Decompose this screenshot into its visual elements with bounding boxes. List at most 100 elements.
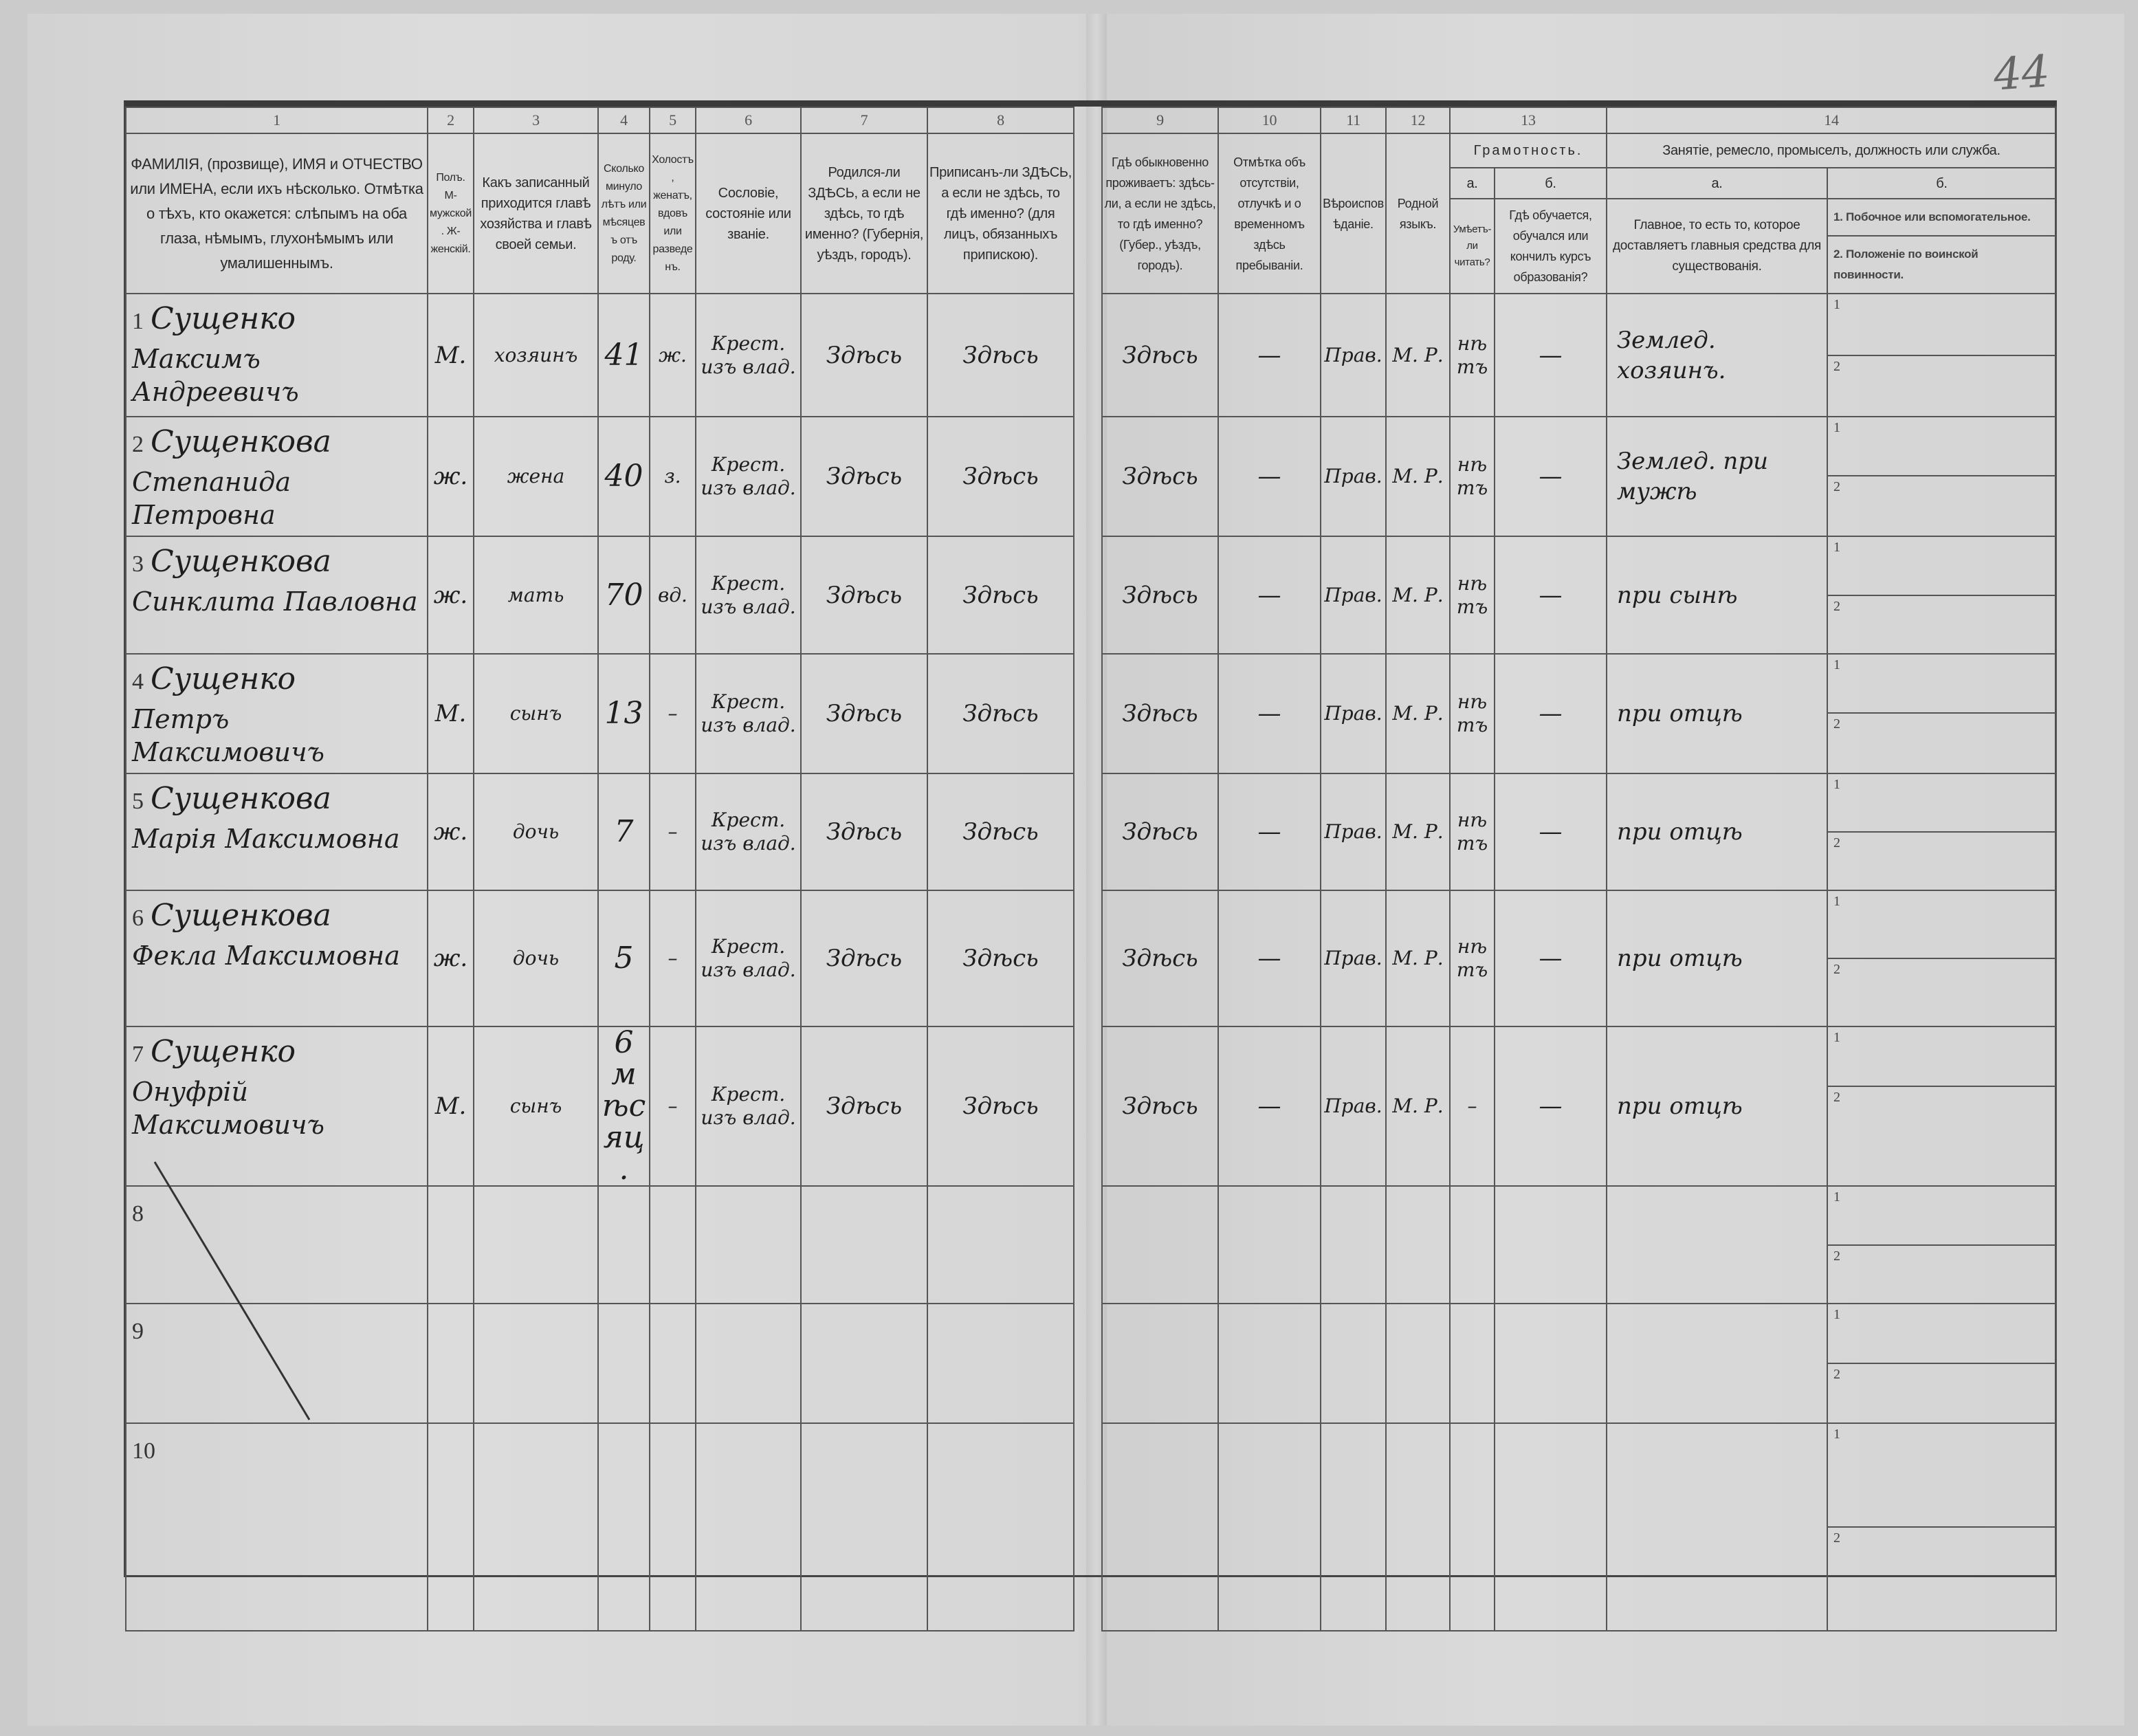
age-cell <box>597 1303 650 1424</box>
column-number-row: 1 2 3 4 5 6 7 8 9 10 11 12 13 14 <box>125 107 2057 294</box>
fold-gap <box>1073 1304 1103 1423</box>
occupation-cell: при отцѣ <box>1606 890 1828 1027</box>
sub-line-2: 2 <box>1829 1363 2055 1422</box>
name-cell: 6 Сущенкова Фекла Максимовна <box>125 890 428 1027</box>
birthplace-cell <box>800 1303 928 1424</box>
header-education: Гдѣ обучается, обучался или кончилъ курс… <box>1494 198 1607 294</box>
religion-cell: Прав. <box>1320 1026 1387 1187</box>
absence-cell: — <box>1217 293 1321 417</box>
estate-cell: Крест. изъ влад. <box>695 653 802 774</box>
header-occupation: Занятіе, ремесло, промыселъ, должность и… <box>1606 133 2057 168</box>
education-cell <box>1494 1422 1607 1631</box>
age-cell: 41 <box>597 293 650 417</box>
language-cell: М. Р. <box>1385 890 1451 1027</box>
education-cell: — <box>1494 416 1607 537</box>
marital-cell <box>649 1422 696 1631</box>
age-cell <box>597 1422 650 1631</box>
header-secondary: 1. Побочное или вспомогательное. 2. Поло… <box>1827 198 2057 294</box>
literate-cell: нѣтъ <box>1449 293 1495 417</box>
religion-cell: Прав. <box>1320 536 1387 655</box>
given-name: Степанида Петровна <box>132 467 291 530</box>
marital-cell <box>649 1185 696 1304</box>
given-name: Фекла Максимовна <box>132 941 400 971</box>
given-name: Петръ Максимовичъ <box>132 704 324 767</box>
header-name: ФАМИЛІЯ, (прозвище), ИМЯ и ОТЧЕСТВО или … <box>125 133 428 294</box>
col-number: 10 <box>1217 107 1321 134</box>
occupation-cell: при отцѣ <box>1606 1026 1828 1187</box>
name-cell: 7 Сущенко Онуфрій Максимовичъ <box>125 1026 428 1187</box>
education-cell: — <box>1494 773 1607 891</box>
row-number: 9 <box>132 1319 144 1344</box>
sub-line-1: 1 <box>1833 420 1840 435</box>
education-cell <box>1494 1185 1607 1304</box>
sub-line-1: 1 <box>1833 894 1840 909</box>
estate-cell: Крест. изъ влад. <box>695 416 802 537</box>
relation-cell: жена <box>473 416 599 537</box>
given-name: Марія Максимовна <box>132 824 400 854</box>
absence-cell <box>1217 1185 1321 1304</box>
occupation-cell: Землед. хозяинъ. <box>1606 293 1828 417</box>
language-cell: М. Р. <box>1385 1026 1451 1187</box>
row-number: 4 <box>132 669 144 694</box>
registered-cell: Здѣсь <box>927 890 1074 1027</box>
estate-cell: Крест. изъ влад. <box>695 293 802 417</box>
registered-cell <box>927 1303 1074 1424</box>
occupation-cell <box>1606 1303 1828 1424</box>
row-number: 8 <box>132 1201 144 1227</box>
surname: Сущенко <box>151 661 296 696</box>
sub-line-2: 2 <box>1829 1085 2055 1145</box>
fold-gap <box>1073 294 1103 417</box>
occupation-cell: при отцѣ <box>1606 773 1828 891</box>
religion-cell: Прав. <box>1320 890 1387 1027</box>
age-cell: 5 <box>597 890 650 1027</box>
language-cell <box>1385 1422 1451 1631</box>
census-row: 3 Сущенкова Синклита Павловна ж. мать 70 вд. Кр… <box>125 536 2057 655</box>
occupation-cell: Землед. при мужѣ <box>1606 416 1828 537</box>
fold-gap <box>1073 654 1103 773</box>
absence-cell: — <box>1217 536 1321 655</box>
header-sex: Полъ. М-мужской. Ж-женскій. <box>427 133 474 294</box>
col-number: 8 <box>927 107 1074 134</box>
registered-cell: Здѣсь <box>927 416 1074 537</box>
header-relation: Какъ записанный приходится главѣ хозяйст… <box>473 133 599 294</box>
marital-cell: з. <box>649 416 696 537</box>
surname: Сущенко <box>151 1034 296 1069</box>
residence-cell: Здѣсь <box>1101 1026 1219 1187</box>
header-side-occupation: 1. Побочное или вспомогательное. <box>1833 210 2031 223</box>
sex-cell <box>427 1185 474 1304</box>
language-cell: М. Р. <box>1385 773 1451 891</box>
birthplace-cell: Здѣсь <box>800 293 928 417</box>
header-military: 2. Положеніе по воинской повинности. <box>1829 235 2055 292</box>
header-main-occupation: Главное, то есть то, которое доставляетъ… <box>1606 198 1828 294</box>
registered-cell: Здѣсь <box>927 293 1074 417</box>
education-cell: — <box>1494 653 1607 774</box>
sub-line-1: 1 <box>1833 657 1840 672</box>
education-cell <box>1494 1303 1607 1424</box>
census-row: 2 Сущенкова Степанида Петровна ж. жена 40 з. Кр… <box>125 416 2057 537</box>
literate-cell <box>1449 1422 1495 1631</box>
surname: Сущенкова <box>151 898 331 933</box>
absence-cell: — <box>1217 653 1321 774</box>
estate-cell <box>695 1303 802 1424</box>
absence-cell: — <box>1217 773 1321 891</box>
residence-cell: Здѣсь <box>1101 773 1219 891</box>
col-number: 13 <box>1449 107 1607 134</box>
sub-line-2: 2 <box>1829 958 2055 1025</box>
religion-cell: Прав. <box>1320 653 1387 774</box>
literate-cell: нѣтъ <box>1449 653 1495 774</box>
header-can-read: Умѣетъ-ли читать? <box>1449 198 1495 294</box>
page-number: 44 <box>1992 46 2051 101</box>
given-name: Онуфрій Максимовичъ <box>132 1077 324 1140</box>
residence-cell <box>1101 1303 1219 1424</box>
relation-cell <box>473 1185 599 1304</box>
marital-cell: ж. <box>649 293 696 417</box>
sub-line-2: 2 <box>1829 712 2055 771</box>
estate-cell <box>695 1422 802 1631</box>
header-birthplace: Родился-ли ЗДѢСЬ, а если не здѣсь, то гд… <box>800 133 928 294</box>
